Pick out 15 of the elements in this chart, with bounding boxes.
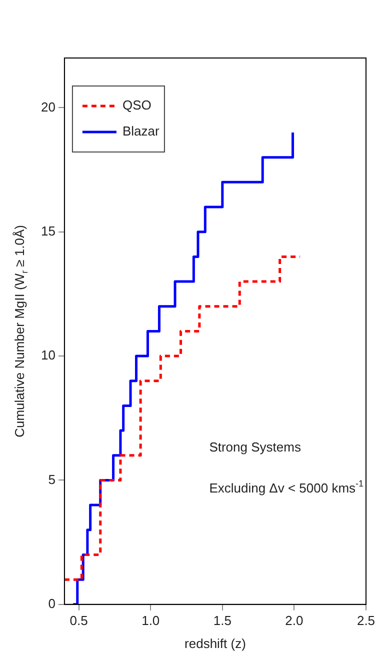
- x-tick-label: 0.5: [70, 612, 88, 628]
- legend-label: QSO: [122, 98, 152, 113]
- x-tick-label: 1.5: [213, 612, 232, 628]
- y-tick-label: 10: [40, 348, 56, 363]
- x-axis-title: redshift (z): [184, 636, 246, 651]
- x-tick-label: 1.0: [142, 612, 160, 628]
- x-tick-label: 2.5: [356, 612, 376, 628]
- y-tick-label: 20: [40, 99, 56, 114]
- y-tick-label: 0: [48, 596, 56, 611]
- y-tick-label: 15: [40, 223, 56, 238]
- y-axis-title: Cumulative Number MgII (Wr ≥ 1.0Å): [12, 224, 30, 438]
- x-tick-label: 2.0: [285, 612, 304, 628]
- y-tick-label: 5: [48, 472, 56, 487]
- legend-label: Blazar: [122, 124, 160, 139]
- annotation: Strong Systems: [209, 439, 302, 454]
